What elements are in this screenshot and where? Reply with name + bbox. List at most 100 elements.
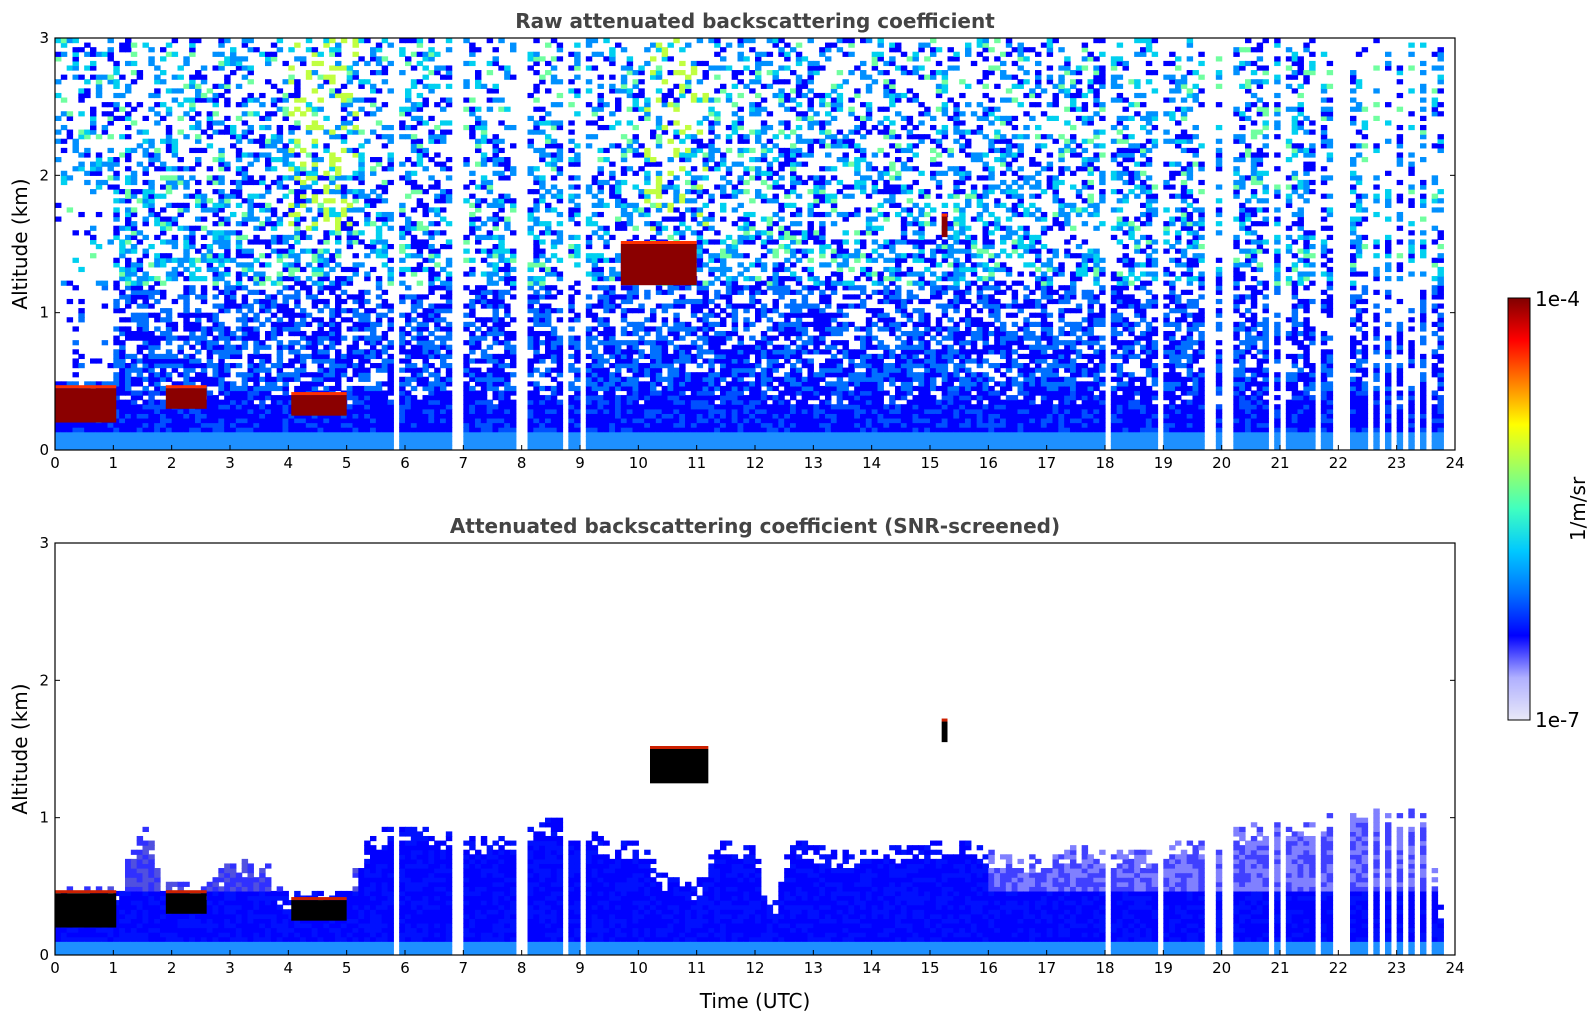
heatmap-cell xyxy=(125,427,132,433)
heatmap-cell xyxy=(282,436,289,442)
heatmap-cell xyxy=(609,60,616,67)
heatmap-cell xyxy=(539,184,546,190)
heatmap-cell xyxy=(655,349,663,355)
heatmap-cell xyxy=(615,198,622,204)
heatmap-cell xyxy=(603,294,610,300)
heatmap-cell xyxy=(434,408,441,414)
heatmap-cell xyxy=(644,111,651,117)
heatmap-cell xyxy=(78,353,85,360)
heatmap-cell xyxy=(539,129,546,135)
heatmap-cell xyxy=(370,408,377,414)
heatmap-cell xyxy=(270,211,278,218)
heatmap-cell xyxy=(335,276,342,282)
heatmap-cell xyxy=(358,367,365,373)
heatmap-cell xyxy=(492,367,499,373)
heatmap-cell xyxy=(504,308,511,314)
heatmap-cell xyxy=(189,413,196,419)
heatmap-cell xyxy=(539,285,546,291)
heatmap-cell xyxy=(160,239,167,245)
heatmap-cell xyxy=(597,184,604,190)
heatmap-cell xyxy=(638,340,645,346)
heatmap-cell xyxy=(195,147,202,154)
heatmap-cell xyxy=(480,184,488,190)
heatmap-cell xyxy=(504,376,511,382)
heatmap-cell xyxy=(165,253,173,259)
heatmap-cell xyxy=(539,147,546,154)
heatmap-cell xyxy=(183,257,190,263)
heatmap-cell xyxy=(370,189,377,195)
heatmap-cell xyxy=(410,395,418,401)
heatmap-cell xyxy=(399,408,406,414)
heatmap-cell xyxy=(294,166,301,172)
heatmap-cell xyxy=(265,56,272,62)
heatmap-cell xyxy=(667,427,674,433)
heatmap-cell xyxy=(305,294,313,300)
heatmap-cell xyxy=(317,253,324,259)
heatmap-cell xyxy=(428,395,435,401)
heatmap-cell xyxy=(189,244,196,250)
heatmap-cell xyxy=(486,262,494,268)
heatmap-cell xyxy=(206,381,214,387)
heatmap-cell xyxy=(212,253,219,259)
heatmap-cell xyxy=(288,266,295,273)
heatmap-cell xyxy=(218,276,225,282)
heatmap-cell xyxy=(632,83,639,89)
heatmap-cell xyxy=(585,385,593,392)
heatmap-cell xyxy=(673,445,680,450)
heatmap-cell xyxy=(655,74,663,80)
heatmap-cell xyxy=(685,147,692,154)
heatmap-cell xyxy=(154,111,161,117)
heatmap-cell xyxy=(568,198,575,204)
heatmap-cell xyxy=(568,216,575,222)
heatmap-cell xyxy=(574,253,581,259)
heatmap-cell xyxy=(620,399,628,405)
heatmap-cell xyxy=(568,404,575,410)
heatmap-cell xyxy=(276,253,284,259)
heatmap-cell xyxy=(381,102,389,108)
heatmap-cell xyxy=(259,445,266,450)
heatmap-cell xyxy=(247,289,254,295)
heatmap-cell xyxy=(574,422,581,428)
heatmap-cell xyxy=(241,179,249,186)
heatmap-cell xyxy=(90,65,97,71)
heatmap-cell xyxy=(381,363,389,369)
heatmap-cell xyxy=(218,42,225,48)
heatmap-cell xyxy=(399,124,406,131)
heatmap-cell xyxy=(440,436,447,442)
heatmap-cell xyxy=(638,440,645,447)
heatmap-cell xyxy=(667,436,674,442)
heatmap-cell xyxy=(235,102,243,108)
heatmap-cell xyxy=(276,372,284,378)
heatmap-cell xyxy=(218,51,225,57)
heatmap-cell xyxy=(148,294,155,300)
heatmap-cell xyxy=(265,395,272,401)
heatmap-cell xyxy=(300,230,307,236)
heatmap-cell xyxy=(160,408,167,414)
heatmap-cell xyxy=(410,335,418,341)
heatmap-cell xyxy=(224,445,231,450)
heatmap-cell xyxy=(119,42,126,48)
heatmap-cell xyxy=(440,417,447,424)
heatmap-cell xyxy=(527,335,534,341)
heatmap-cell xyxy=(113,170,120,176)
heatmap-cell xyxy=(107,51,114,57)
heatmap-cell xyxy=(189,427,196,433)
heatmap-cell xyxy=(300,179,307,186)
heatmap-cell xyxy=(230,56,237,62)
heatmap-cell xyxy=(545,303,552,309)
heatmap-cell xyxy=(119,239,126,245)
heatmap-cell xyxy=(224,102,231,108)
heatmap-cell xyxy=(556,239,564,245)
heatmap-cell xyxy=(679,321,686,327)
heatmap-cell xyxy=(247,422,254,428)
heatmap-cell xyxy=(340,280,348,286)
heatmap-cell xyxy=(422,358,429,364)
heatmap-cell xyxy=(358,317,365,323)
heatmap-cell xyxy=(335,184,342,190)
heatmap-cell xyxy=(475,202,482,208)
heatmap-cell xyxy=(340,175,348,181)
heatmap-cell xyxy=(428,390,435,396)
heatmap-cell xyxy=(574,175,581,181)
heatmap-cell xyxy=(259,404,266,410)
heatmap-cell xyxy=(270,280,278,286)
